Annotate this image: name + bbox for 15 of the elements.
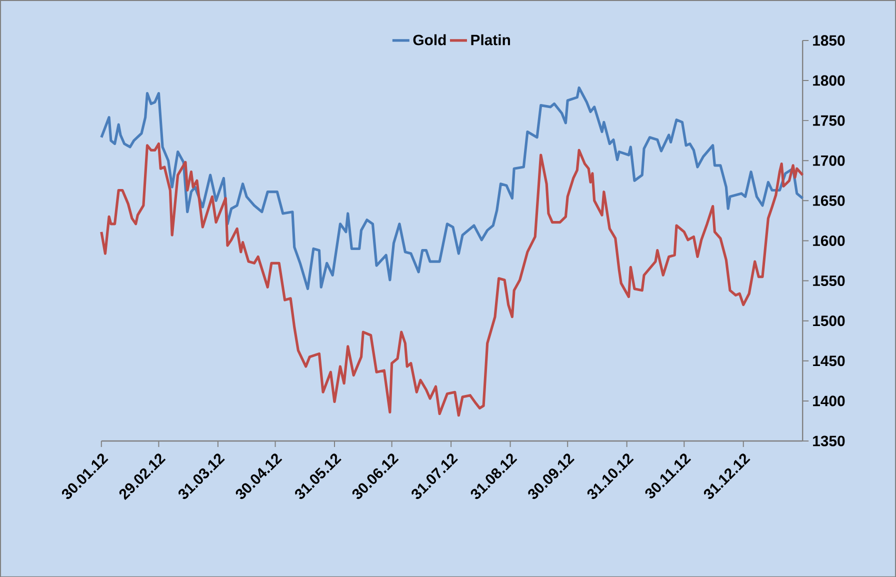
legend-label: Gold bbox=[413, 34, 446, 46]
line-series bbox=[100, 142, 804, 416]
y-tick-label: 1750 bbox=[813, 115, 845, 126]
y-tick-label: 1450 bbox=[813, 355, 845, 366]
y-tick-label: 1650 bbox=[813, 195, 845, 206]
y-tick-label: 1600 bbox=[813, 235, 845, 246]
y-tick-label: 1800 bbox=[813, 75, 845, 86]
y-tick-label: 1700 bbox=[813, 155, 845, 166]
y-tick-label: 1550 bbox=[813, 275, 845, 286]
y-tick-label: 1400 bbox=[813, 395, 845, 406]
y-tick-label: 1850 bbox=[813, 34, 845, 46]
line-series bbox=[100, 86, 804, 290]
y-tick-label: 1350 bbox=[813, 436, 845, 446]
legend-label: Platin bbox=[471, 34, 510, 46]
y-tick-label: 1500 bbox=[813, 315, 845, 326]
